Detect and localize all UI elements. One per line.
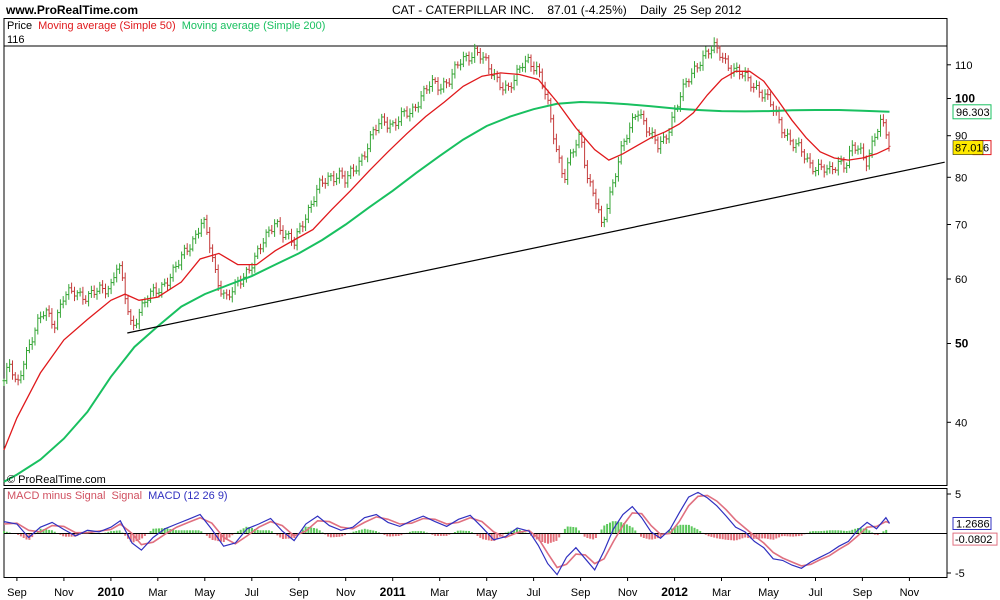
x-tick-label: Nov	[54, 587, 74, 599]
macd-y-tick-label: -5	[955, 568, 965, 580]
price-series	[2, 37, 891, 386]
legend-price: Price	[7, 20, 32, 32]
x-tick-label: Sep	[289, 587, 309, 599]
price-y-tick-label: 40	[955, 417, 967, 429]
macd-line	[3, 491, 891, 576]
ma50-value-label: 6	[983, 143, 989, 155]
ma200-value-label: 96.303	[956, 107, 990, 119]
price-y-axis: 40 50 60 70 80 90 100 110	[947, 60, 975, 429]
x-tick-label: 2012	[661, 585, 688, 599]
ma200-line	[3, 100, 890, 483]
price-markers: 96.303 687.01	[952, 104, 992, 156]
last-price-box	[952, 140, 984, 155]
x-tick-label: Jul	[527, 587, 541, 599]
top-price-label: 116	[7, 34, 25, 46]
legend-macd: MACD (12 26 9)	[148, 490, 227, 502]
x-tick-label: Sep	[571, 587, 591, 599]
price-y-tick-label: 110	[955, 60, 973, 72]
macd-legend: MACD minus Signal Signal MACD (12 26 9)	[7, 490, 228, 502]
x-tick-label: Mar	[430, 587, 449, 599]
legend-signal: Signal	[111, 490, 142, 502]
legend-macd-hist: MACD minus Signal	[7, 490, 105, 502]
price-y-tick-label: 90	[955, 131, 967, 143]
x-tick-label: Nov	[336, 587, 356, 599]
trendline	[127, 161, 945, 334]
x-tick-label: Jul	[245, 587, 259, 599]
signal-value-label: -0.0802	[955, 534, 992, 546]
x-tick-label: Jul	[808, 587, 822, 599]
macd-y-tick-label: 5	[955, 489, 961, 501]
x-tick-label: 2010	[98, 585, 125, 599]
price-y-tick-label: 80	[955, 172, 967, 184]
ma50-series	[3, 70, 890, 451]
signal-value-box	[952, 532, 998, 546]
macd-value-label: 1.2686	[956, 519, 990, 531]
site-url[interactable]: www.ProRealTime.com	[6, 3, 139, 17]
x-tick-label: Mar	[712, 587, 731, 599]
price-panel-frame	[3, 18, 948, 486]
ma50-line	[3, 70, 890, 451]
x-tick-label: 2011	[380, 585, 406, 599]
x-tick-label: Sep	[853, 587, 873, 599]
macd-y-axis: 5 -5	[947, 489, 965, 580]
macd-markers: 1.2686 -0.0802	[952, 517, 998, 546]
x-tick-label: May	[194, 587, 215, 599]
price-y-tick-label: 60	[955, 274, 967, 286]
x-axis: Sep Nov 2010 Mar May Jul Sep Nov 2011 Mar May Jul Se…	[7, 577, 920, 599]
macd-lines	[3, 491, 891, 576]
signal-line	[3, 494, 890, 569]
legend-ma200: Moving average (Simple 200)	[182, 20, 326, 32]
x-tick-label: Sep	[7, 587, 27, 599]
x-tick-label: May	[476, 587, 497, 599]
watermark: © ProRealTime.com	[7, 474, 106, 486]
legend-ma50: Moving average (Simple 50)	[38, 20, 176, 32]
macd-value-box	[952, 517, 992, 530]
ma200-series	[3, 100, 890, 483]
x-tick-label: Mar	[148, 587, 167, 599]
x-tick-label: Nov	[900, 587, 920, 599]
chart-title: CAT - CATERPILLAR INC. 87.01 (-4.25%) Da…	[392, 3, 742, 17]
trendline-segment	[127, 161, 945, 334]
price-y-tick-label: 50	[955, 337, 969, 351]
x-tick-label: May	[758, 587, 779, 599]
last-price-label: 87.01	[955, 143, 983, 155]
price-legend: Price Moving average (Simple 50) Moving …	[7, 20, 325, 32]
price-y-tick-label: 70	[955, 220, 967, 232]
price-y-tick-label: 100	[955, 92, 975, 106]
x-tick-label: Nov	[618, 587, 638, 599]
ma200-value-box	[952, 104, 992, 120]
